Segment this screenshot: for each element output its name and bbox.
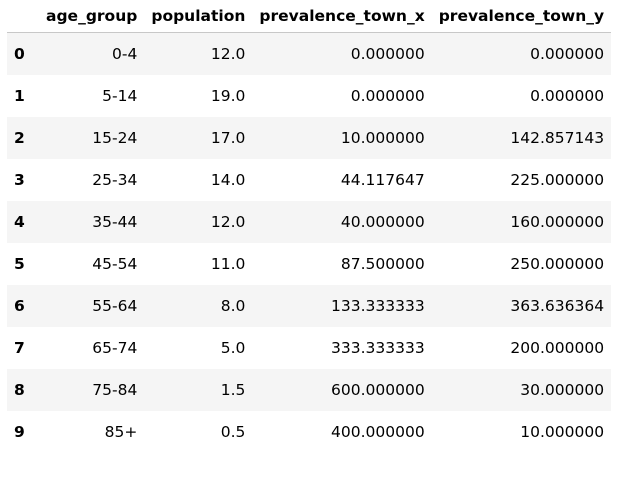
cell-prevalence-town-x: 333.333333 (331, 339, 425, 357)
column-header-population: population (151, 7, 246, 25)
row-index: 0 (14, 45, 25, 63)
table-row: 9 85+ 0.5 400.000000 10.000000 (7, 411, 612, 453)
cell-prevalence-town-x: 10.000000 (340, 129, 425, 147)
cell-prevalence-town-y: 225.000000 (510, 171, 605, 189)
column-header-prevalence-town-y: prevalence_town_y (438, 7, 605, 25)
table-row: 7 65-74 5.0 333.333333 200.000000 (7, 327, 612, 369)
cell-prevalence-town-x: 40.000000 (340, 213, 425, 231)
row-index: 2 (14, 129, 25, 147)
cell-prevalence-town-y: 160.000000 (510, 213, 605, 231)
cell-prevalence-town-x: 133.333333 (331, 297, 425, 315)
row-index: 9 (14, 423, 25, 441)
cell-population: 1.5 (220, 381, 246, 399)
table-row: 8 75-84 1.5 600.000000 30.000000 (7, 369, 612, 411)
cell-age-group: 65-74 (92, 339, 138, 357)
column-header-prevalence-town-x: prevalence_town_x (259, 7, 425, 25)
cell-prevalence-town-x: 87.500000 (340, 255, 425, 273)
cell-population: 12.0 (210, 213, 246, 231)
cell-prevalence-town-y: 142.857143 (510, 129, 605, 147)
cell-prevalence-town-x: 0.000000 (350, 87, 425, 105)
table-row: 0 0-4 12.0 0.000000 0.000000 (7, 32, 612, 75)
cell-population: 14.0 (210, 171, 246, 189)
table-body: 0 0-4 12.0 0.000000 0.000000 1 5-14 19.0… (7, 32, 612, 453)
cell-prevalence-town-x: 0.000000 (350, 45, 425, 63)
cell-age-group: 55-64 (92, 297, 138, 315)
cell-prevalence-town-x: 44.117647 (340, 171, 425, 189)
cell-prevalence-town-y: 30.000000 (520, 381, 605, 399)
cell-prevalence-town-y: 363.636364 (510, 297, 605, 315)
cell-age-group: 85+ (104, 423, 138, 441)
row-index: 4 (14, 213, 25, 231)
cell-population: 5.0 (220, 339, 246, 357)
cell-population: 19.0 (210, 87, 246, 105)
cell-prevalence-town-x: 600.000000 (331, 381, 425, 399)
cell-prevalence-town-x: 400.000000 (331, 423, 425, 441)
table-row: 1 5-14 19.0 0.000000 0.000000 (7, 75, 612, 117)
cell-prevalence-town-y: 0.000000 (530, 45, 605, 63)
row-index: 7 (14, 339, 25, 357)
cell-prevalence-town-y: 0.000000 (530, 87, 605, 105)
table-row: 2 15-24 17.0 10.000000 142.857143 (7, 117, 612, 159)
cell-prevalence-town-y: 10.000000 (520, 423, 605, 441)
row-index: 1 (14, 87, 25, 105)
row-index: 5 (14, 255, 25, 273)
cell-age-group: 35-44 (92, 213, 138, 231)
cell-population: 12.0 (210, 45, 246, 63)
row-index: 3 (14, 171, 25, 189)
cell-age-group: 15-24 (92, 129, 138, 147)
row-index: 8 (14, 381, 25, 399)
table-row: 5 45-54 11.0 87.500000 250.000000 (7, 243, 612, 285)
cell-prevalence-town-y: 200.000000 (510, 339, 605, 357)
cell-age-group: 75-84 (92, 381, 138, 399)
cell-age-group: 45-54 (92, 255, 138, 273)
cell-prevalence-town-y: 250.000000 (510, 255, 605, 273)
table-row: 6 55-64 8.0 133.333333 363.636364 (7, 285, 612, 327)
row-index: 6 (14, 297, 25, 315)
table-row: 4 35-44 12.0 40.000000 160.000000 (7, 201, 612, 243)
cell-population: 17.0 (210, 129, 246, 147)
cell-age-group: 5-14 (102, 87, 138, 105)
table-header: age_group population prevalence_town_x p… (7, 0, 612, 33)
header-row: age_group population prevalence_town_x p… (7, 0, 612, 33)
dataframe-table: age_group population prevalence_town_x p… (7, 0, 612, 453)
table-row: 3 25-34 14.0 44.117647 225.000000 (7, 159, 612, 201)
cell-age-group: 25-34 (92, 171, 138, 189)
column-header-age-group: age_group (46, 7, 138, 25)
index-header (7, 0, 39, 33)
cell-population: 0.5 (220, 423, 246, 441)
cell-population: 8.0 (220, 297, 246, 315)
cell-age-group: 0-4 (112, 45, 138, 63)
cell-population: 11.0 (210, 255, 246, 273)
